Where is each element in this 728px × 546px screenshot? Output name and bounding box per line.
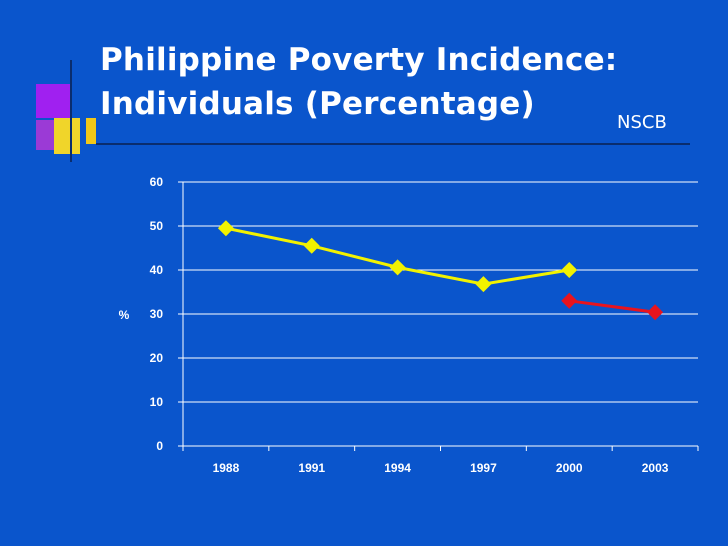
x-tick-label: 1994: [384, 461, 411, 475]
x-tick-label: 1997: [470, 461, 497, 475]
series-1-point: [561, 292, 578, 309]
y-tick-label: 50: [150, 219, 164, 233]
y-tick-label: 10: [150, 395, 164, 409]
title-line-2: Individuals (Percentage): [100, 86, 535, 122]
decor-square-gold: [86, 118, 96, 144]
title-divider: [96, 143, 690, 145]
series-1-point: [647, 304, 664, 321]
y-tick-label: 60: [150, 175, 164, 189]
y-tick-label: 0: [156, 439, 163, 453]
decor-vertical-line: [70, 60, 72, 162]
x-tick-label: 2003: [642, 461, 669, 475]
y-tick-label: 20: [150, 351, 164, 365]
x-tick-label: 1991: [298, 461, 325, 475]
gridlines: [183, 181, 698, 403]
decor-square-yellow: [54, 118, 80, 154]
source-label: NSCB: [617, 112, 667, 133]
series-line-0: [225, 226, 570, 286]
series-0-point: [389, 259, 406, 276]
series-0-point: [475, 276, 492, 293]
series-line-1: [569, 299, 656, 314]
title-line-1: Philippine Poverty Incidence:: [100, 42, 618, 78]
series-0-point: [561, 262, 578, 278]
series-0-point: [303, 237, 320, 254]
page-title: Philippine Poverty Incidence: Individual…: [100, 38, 720, 126]
y-axis-label: %: [119, 308, 130, 322]
series-0-point: [217, 220, 234, 237]
x-tick-label: 2000: [556, 461, 583, 475]
axes: [178, 181, 699, 451]
series: [217, 220, 664, 321]
y-tick-label: 40: [150, 263, 164, 277]
y-tick-label: 30: [150, 307, 164, 321]
tick-labels: 0 10 20 30 40 50 60 1988 1991 1994 1997 2000 2003%: [119, 175, 669, 475]
x-tick-label: 1988: [213, 461, 240, 475]
decor-square-purple: [36, 84, 70, 118]
